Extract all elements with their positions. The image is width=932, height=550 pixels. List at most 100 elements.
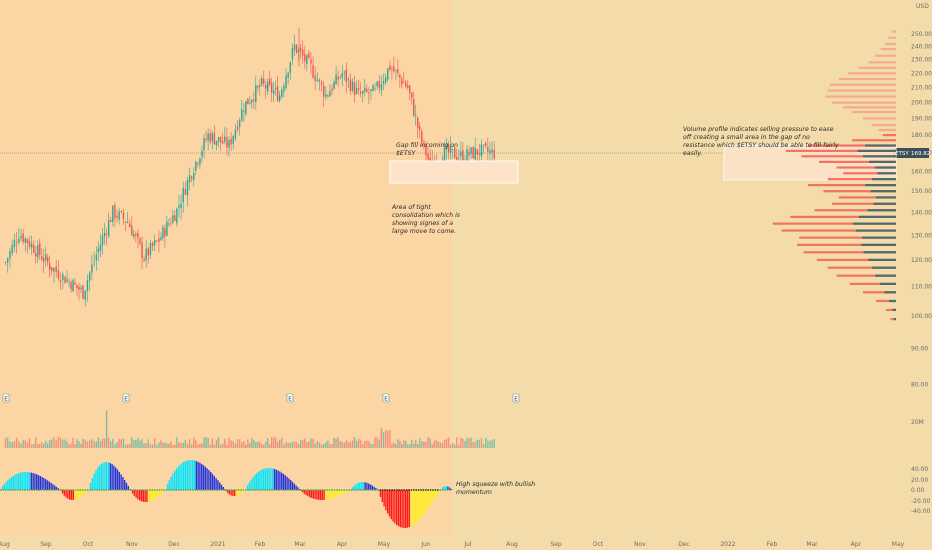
momentum-bar [369,484,372,490]
gap-fill-box [389,160,519,184]
momentum-bar [181,463,183,490]
candle-body [474,147,476,160]
volume-bar [272,437,275,448]
momentum-bar [10,477,13,490]
volume-bar [126,444,129,448]
squeeze-dot [405,489,408,491]
squeeze-dot [74,489,77,491]
volume-bar [287,442,289,448]
candle-body [295,44,298,53]
squeeze-dot [319,489,322,491]
candle-body [114,204,116,219]
momentum-bar [54,485,56,490]
candle-body [50,267,53,272]
volume-bar [253,439,255,448]
time-axis-tick: 2022 [720,541,735,548]
candle-body [82,285,84,299]
candle-body [18,238,20,243]
candle-body [429,157,431,161]
squeeze-dot [316,489,319,491]
squeeze-dot [79,489,82,491]
squeeze-dot [153,489,156,491]
volume-bar [419,438,421,448]
squeeze-dot [55,489,58,491]
volume-profile-bar [882,134,896,137]
momentum-bar [158,490,161,496]
squeeze-dot [189,489,192,491]
volume-profile-bar-up [877,172,896,175]
momentum-bar [328,490,331,500]
momentum-bar [45,479,47,490]
momentum-bar [124,480,126,490]
momentum-bar [107,462,110,490]
symbol-badge [893,148,909,159]
candle-body [312,65,314,78]
candle-body [454,147,456,159]
squeeze-dot [21,489,24,491]
squeeze-dot [84,489,86,491]
momentum-bar [385,490,387,511]
candle-body [55,266,57,272]
squeeze-dot [60,489,62,491]
squeeze-dot [211,489,214,491]
momentum-bar [61,490,64,494]
volume-bar [302,440,304,448]
candle-body [289,62,291,73]
time-axis-tick: May [378,541,391,548]
volume-profile-bar-up [879,282,896,285]
volume-bar [304,438,306,448]
candle-body [489,150,491,154]
momentum-bar [67,490,69,499]
squeeze-dot [132,489,134,491]
volume-bar [269,444,271,448]
volume-bar [462,438,464,448]
candle-body [211,133,214,141]
volume-bar [82,438,84,448]
volume-bar [59,437,62,448]
momentum-bar [34,473,36,490]
volume-profile-bar-up [865,184,896,187]
momentum-bar [217,480,219,490]
volume-profile-bar [849,282,896,285]
candle-body [370,89,372,91]
candle-body [359,91,362,94]
momentum-bar [299,488,301,490]
momentum-bar [50,482,52,490]
volume-bar [297,444,300,448]
volume-bar [429,438,431,448]
squeeze-dot [403,489,406,491]
momentum-bar [97,467,99,490]
momentum-axis-tick: 40.00 [911,466,928,473]
candle-body [107,220,110,237]
candle-body [480,144,483,157]
volume-bar [137,437,139,448]
candle-body [374,87,376,89]
volume-bar [230,440,232,448]
candle-body [66,279,68,282]
volume-bar [236,439,239,448]
momentum-bar [366,482,368,490]
volume-bar [489,440,491,448]
candle-body [399,74,401,78]
candle-body [263,79,265,84]
candle-body [391,68,393,70]
momentum-bar [346,490,349,492]
squeeze-dot [127,489,130,491]
volume-bar [168,443,170,448]
candle-body [476,149,478,155]
momentum-bar [174,470,176,490]
candle-body [458,157,460,159]
time-axis-tick: Apr [851,541,862,548]
momentum-bar [232,490,234,496]
momentum-bar [195,461,197,490]
time-axis-tick: Dec [168,541,180,548]
squeeze-dot [408,489,410,491]
momentum-bar [153,490,155,500]
momentum-bar [432,490,434,503]
candle-body [468,151,470,156]
candle-body [9,250,11,259]
candle-body [310,59,312,64]
candle-body [427,153,429,160]
candle-body [91,264,93,273]
momentum-bar [215,478,217,490]
